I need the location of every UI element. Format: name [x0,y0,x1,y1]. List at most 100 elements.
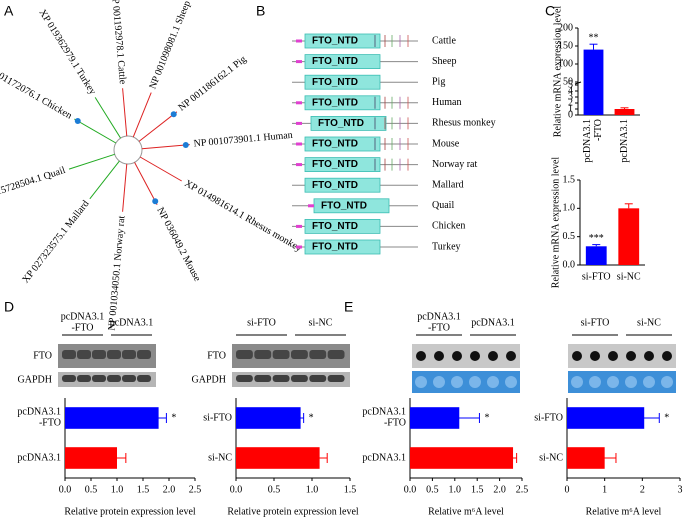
band [291,375,308,382]
x-tick-label: 0.5 [426,484,439,495]
lane-label: si-FTO [247,317,276,328]
bar [585,246,607,265]
significance: * [484,412,489,423]
band [254,350,272,359]
panel-label: A [4,3,14,19]
y-tick-label: 4 [568,85,573,96]
significance: * [309,412,314,423]
band [77,375,91,382]
x-tick-label: 1.5 [344,484,357,495]
dot [415,376,427,388]
band [122,350,136,359]
species-label: Mouse [432,138,460,149]
y-tick-label: 100 [558,58,573,69]
band [327,350,345,359]
lane-label: si-NC [309,317,333,328]
x-tick-label: 1.5 [471,484,484,495]
tree-marker [182,141,189,148]
domain-label: FTO_NTD [312,221,358,232]
dot [626,351,636,361]
significance: ** [589,32,599,43]
panel-label: D [4,299,14,315]
dot [643,376,655,388]
y-tick-label: si-FTO [203,412,232,423]
motif [296,224,302,228]
row-label: GAPDH [18,374,52,385]
band [236,375,253,382]
dot [488,351,498,361]
tree-branch [132,92,152,138]
significance: * [171,412,176,423]
y-tick-label: pcDNA3.1 -FTO [362,407,406,429]
dot [505,376,517,388]
y-tick-label: 1.0 [563,203,576,214]
stain [568,371,676,393]
lane-label: pcDNA3.1 -FTO [417,312,461,334]
dot [644,351,654,361]
tree-marker [152,198,159,205]
bar [410,447,514,469]
lane-label: pcDNA3.1 [110,317,154,328]
dot [506,351,516,361]
y-tick-label: si-FTO [534,412,563,423]
x-tick-label: 0.0 [230,484,243,495]
band [291,350,308,359]
bar [583,49,604,115]
tree-leaf-label: NP 001073901.1 Human [193,130,293,150]
lane-label: pcDNA3.1 [471,317,515,328]
tree-branch [138,111,178,142]
y-tick-label: 0.5 [563,231,576,242]
domain-box [310,116,387,131]
domain-box [304,54,381,69]
lane-label: pcDNA3.1 -FTO [61,312,105,334]
domain-label: FTO_NTD [312,77,358,88]
x-tick-label: 1.0 [449,484,462,495]
domain-box [304,177,381,193]
y-axis-label: Relative mRNA expression level [550,157,561,289]
motif [296,101,302,105]
domain-label: FTO_NTD [312,180,358,191]
x-axis-label: Relative protein expression level [64,506,196,517]
x-tick-label: 2 [640,484,645,495]
x-tick-label: 0.5 [268,484,281,495]
tree-branch [141,144,190,150]
panel-label: E [344,299,353,315]
bar [614,109,635,115]
panel-label: B [256,3,265,19]
bar [618,208,640,265]
x-tick-label: 2.0 [163,484,176,495]
dot [572,351,582,361]
significance: *** [589,233,604,244]
tree-branch [139,156,182,182]
bar [65,447,117,469]
y-tick-label: 1 [568,103,573,114]
tree-branch [122,88,128,137]
dot-blot [412,344,520,368]
x-tick-label: pcDNA3.1-FTO [582,119,604,163]
domain-box [304,95,381,111]
band [62,350,76,359]
stain [412,371,520,393]
x-tick-label: si-NC [617,271,641,282]
band [62,375,76,382]
tree-leaf-label: XP 015728504.1 Quail [0,165,67,204]
band [137,375,151,382]
motif [296,60,302,64]
tree-leaf-label: NP 001192978.1 Cattle [109,0,128,85]
row-label: FTO [33,350,52,361]
band [137,350,151,359]
x-tick-label: 1.0 [306,484,319,495]
dot [661,376,673,388]
band [107,350,121,359]
dot [662,351,672,361]
band [254,375,272,382]
band [122,375,136,382]
tree-leaf-label: NP 001034050.1 Norway rat [107,215,128,331]
y-tick-label: 1.5 [563,174,576,185]
motif [308,204,314,208]
y-tick-label: pcDNA3.1 -FTO [17,407,61,429]
bar [567,447,605,469]
species-label: Pig [432,76,445,87]
y-tick-label: 0 [568,109,573,120]
